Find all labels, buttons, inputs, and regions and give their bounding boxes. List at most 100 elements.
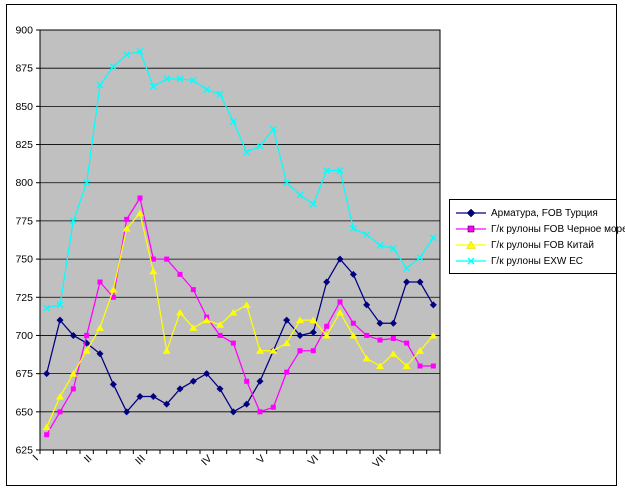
- diamond-marker-icon: [56, 316, 64, 324]
- x-marker-icon: [243, 148, 251, 156]
- triangle-marker-icon: [256, 347, 264, 354]
- diamond-marker-icon: [123, 408, 131, 416]
- y-axis-label: 625: [15, 445, 33, 457]
- diamond-marker-icon: [416, 278, 424, 286]
- x-marker-icon: [43, 304, 51, 312]
- diamond-marker-icon: [283, 316, 291, 324]
- x-marker-icon: [149, 83, 157, 91]
- triangle-marker-icon: [309, 316, 318, 324]
- square-marker-icon: [164, 256, 170, 262]
- x-marker-icon: [189, 76, 197, 84]
- triangle-marker-icon: [389, 350, 398, 357]
- square-marker-icon: [417, 363, 423, 369]
- square-marker-icon: [270, 404, 276, 410]
- triangle-marker-icon: [69, 370, 78, 377]
- triangle-marker-icon: [42, 423, 51, 431]
- diamond-marker-icon: [389, 319, 397, 327]
- legend-item: Г/к рулоны EXW ЕС: [456, 253, 612, 269]
- legend-label: Г/к рулоны FOB Черное море: [491, 223, 625, 235]
- triangle-marker-icon: [109, 286, 118, 293]
- diamond-marker-icon: [256, 377, 264, 385]
- x-axis-label: III: [133, 453, 148, 468]
- diamond-marker-icon: [323, 278, 331, 286]
- square-marker-icon: [430, 363, 436, 369]
- square-marker-icon: [70, 386, 76, 392]
- x-marker-icon: [256, 142, 264, 150]
- diamond-marker-icon: [189, 377, 197, 385]
- legend-item: Г/к рулоны FOB Черное море: [456, 221, 625, 237]
- y-axis-label: 775: [15, 215, 33, 227]
- triangle-marker-icon: [456, 240, 486, 249]
- square-marker-icon: [217, 332, 223, 338]
- square-marker-icon: [310, 348, 316, 354]
- legend: Арматура, FOB Турция Г/к рулоны FOB Черн…: [449, 199, 625, 274]
- triangle-marker-icon: [282, 339, 291, 347]
- square-marker-icon: [297, 348, 303, 354]
- triangle-marker-icon: [162, 347, 171, 354]
- triangle-marker-icon: [336, 309, 344, 316]
- x-marker-icon: [336, 167, 344, 175]
- x-axis-label: VI: [306, 453, 322, 469]
- triangle-marker-icon: [229, 309, 238, 316]
- triangle-marker-icon: [176, 309, 184, 316]
- diamond-marker-icon: [296, 331, 304, 339]
- triangle-marker-icon: [296, 316, 304, 324]
- x-axis-label: V: [254, 453, 267, 466]
- x-marker-icon: [109, 63, 117, 71]
- x-marker-icon: [216, 90, 224, 98]
- triangle-marker-icon: [82, 347, 91, 354]
- x-marker-icon: [403, 264, 411, 272]
- y-axis-label: 875: [15, 63, 33, 75]
- triangle-marker-icon: [402, 362, 411, 369]
- y-axis-label: 825: [15, 139, 33, 151]
- diamond-marker-icon: [429, 301, 437, 309]
- triangle-marker-icon: [322, 331, 331, 339]
- square-marker-icon: [456, 225, 486, 233]
- square-marker-icon: [57, 409, 63, 415]
- diamond-marker-icon: [163, 400, 171, 408]
- diamond-marker-icon: [376, 319, 384, 327]
- triangle-marker-icon: [189, 324, 198, 331]
- triangle-marker-icon: [376, 362, 384, 369]
- legend-label: Г/к рулоны FOB Китай: [491, 239, 594, 251]
- x-marker-icon: [136, 47, 144, 55]
- diamond-marker-icon: [136, 393, 144, 401]
- square-marker-icon: [84, 332, 90, 338]
- triangle-marker-icon: [96, 324, 104, 331]
- square-marker-icon: [324, 323, 330, 329]
- square-marker-icon: [404, 340, 410, 346]
- diamond-marker-icon: [216, 385, 224, 393]
- square-marker-icon: [137, 195, 143, 201]
- legend-item: Г/к рулоны FOB Китай: [456, 237, 612, 253]
- diamond-marker-icon: [363, 301, 371, 309]
- square-marker-icon: [44, 432, 50, 438]
- triangle-marker-icon: [122, 225, 131, 232]
- legend-item: Арматура, FOB Турция: [456, 205, 612, 221]
- triangle-marker-icon: [56, 393, 64, 400]
- square-marker-icon: [337, 299, 343, 305]
- diamond-marker-icon: [43, 370, 51, 378]
- diamond-marker-icon: [309, 328, 317, 336]
- triangle-marker-icon: [416, 347, 424, 354]
- x-marker-icon: [456, 257, 486, 265]
- x-marker-icon: [203, 86, 211, 94]
- square-marker-icon: [110, 294, 116, 300]
- square-marker-icon: [284, 369, 290, 375]
- diamond-marker-icon: [176, 385, 184, 393]
- plot-area: [39, 29, 441, 451]
- x-marker-icon: [96, 81, 104, 89]
- triangle-marker-icon: [429, 331, 438, 339]
- x-marker-icon: [416, 254, 424, 262]
- x-marker-icon: [389, 244, 397, 252]
- y-axis-label: 850: [15, 101, 33, 113]
- square-marker-icon: [377, 337, 383, 343]
- x-axis-label: II: [82, 453, 95, 466]
- y-axis-label: 675: [15, 368, 33, 380]
- triangle-marker-icon: [242, 301, 251, 308]
- triangle-marker-icon: [202, 316, 211, 324]
- square-marker-icon: [150, 256, 156, 262]
- triangle-marker-icon: [349, 331, 358, 339]
- x-marker-icon: [323, 167, 331, 175]
